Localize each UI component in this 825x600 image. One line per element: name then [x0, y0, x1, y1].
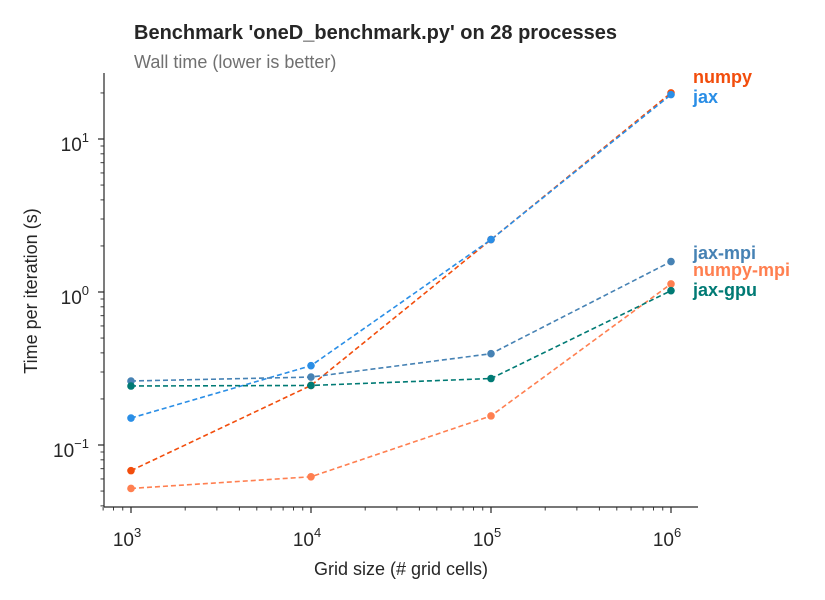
data-point	[667, 280, 675, 288]
y-tick-label: 100	[61, 283, 89, 309]
series-label-jax-mpi: jax-mpi	[692, 243, 756, 263]
data-point	[307, 361, 315, 370]
y-tick-label: 101	[61, 130, 89, 156]
series-line	[130, 94, 672, 419]
data-point	[307, 373, 315, 381]
series-line	[130, 283, 672, 490]
series-label-numpy: numpy	[693, 67, 752, 87]
series-numpy-mpi	[127, 280, 675, 493]
chart-title: Benchmark 'oneD_benchmark.py' on 28 proc…	[134, 22, 617, 44]
data-point	[307, 472, 315, 481]
series-line	[130, 92, 672, 472]
series-layer	[127, 89, 675, 493]
y-tick-label: 10−1	[53, 436, 89, 462]
data-point	[127, 414, 135, 422]
series-numpy	[127, 89, 675, 475]
x-tick-label: 104	[293, 525, 321, 551]
series-line	[130, 260, 672, 382]
x-tick-label: 105	[473, 525, 501, 551]
x-tick-label: 103	[113, 525, 141, 551]
data-point	[487, 349, 495, 358]
data-point	[127, 382, 135, 390]
series-jax-gpu	[127, 286, 675, 390]
data-point	[127, 466, 135, 475]
series-label-jax-gpu: jax-gpu	[692, 280, 757, 300]
series-jax	[127, 90, 675, 422]
series-label-jax: jax	[692, 87, 718, 107]
chart-subtitle: Wall time (lower is better)	[134, 52, 336, 72]
data-point	[487, 412, 495, 420]
data-point	[307, 381, 315, 390]
data-point	[667, 90, 675, 99]
data-point	[487, 374, 495, 383]
data-point	[667, 257, 675, 266]
ticks: 103 104 105 106 10−1 100 101	[53, 92, 681, 551]
data-point	[667, 286, 675, 295]
series-jax-mpi	[127, 257, 675, 385]
x-tick-label: 106	[653, 525, 681, 551]
series-line	[130, 289, 672, 387]
data-point	[127, 484, 135, 493]
x-axis-label: Grid size (# grid cells)	[314, 559, 488, 579]
data-point	[487, 235, 495, 244]
y-axis-label: Time per iteration (s)	[21, 208, 41, 373]
series-label-numpy-mpi: numpy-mpi	[693, 260, 790, 280]
